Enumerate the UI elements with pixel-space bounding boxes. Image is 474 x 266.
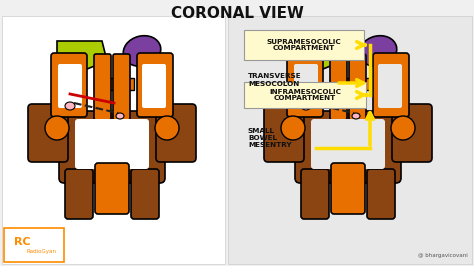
Text: CORONAL VIEW: CORONAL VIEW [171, 6, 303, 21]
FancyBboxPatch shape [330, 78, 370, 90]
Text: TRANSVERSE
MESOCOLON: TRANSVERSE MESOCOLON [248, 73, 301, 86]
Ellipse shape [116, 113, 124, 119]
FancyBboxPatch shape [58, 64, 82, 108]
Circle shape [391, 116, 415, 140]
FancyBboxPatch shape [264, 104, 304, 162]
Ellipse shape [359, 36, 397, 66]
FancyBboxPatch shape [367, 169, 395, 219]
Text: RC: RC [14, 237, 30, 247]
FancyBboxPatch shape [75, 119, 149, 169]
FancyBboxPatch shape [51, 53, 87, 117]
FancyBboxPatch shape [244, 30, 364, 60]
Circle shape [45, 116, 69, 140]
FancyBboxPatch shape [94, 54, 111, 120]
FancyBboxPatch shape [142, 64, 166, 108]
FancyBboxPatch shape [228, 16, 472, 264]
Polygon shape [57, 41, 107, 71]
FancyBboxPatch shape [94, 78, 134, 90]
Text: RadioGyan: RadioGyan [27, 250, 57, 255]
FancyBboxPatch shape [301, 169, 329, 219]
Circle shape [155, 116, 179, 140]
FancyBboxPatch shape [131, 169, 159, 219]
Text: SUPRAMESOCOLIC
COMPARTMENT: SUPRAMESOCOLIC COMPARTMENT [266, 39, 341, 52]
FancyBboxPatch shape [156, 104, 196, 162]
FancyBboxPatch shape [95, 163, 129, 214]
FancyBboxPatch shape [113, 54, 130, 120]
Ellipse shape [65, 102, 75, 110]
Circle shape [281, 116, 305, 140]
FancyBboxPatch shape [4, 228, 64, 262]
FancyBboxPatch shape [28, 104, 68, 162]
Ellipse shape [301, 102, 311, 110]
Ellipse shape [123, 36, 161, 66]
FancyBboxPatch shape [59, 111, 165, 183]
FancyBboxPatch shape [331, 163, 365, 214]
FancyBboxPatch shape [65, 169, 93, 219]
Text: @ bhargavicovani: @ bhargavicovani [418, 253, 468, 258]
Text: INFRAMESOCOLIC
COMPARTMENT: INFRAMESOCOLIC COMPARTMENT [269, 89, 341, 102]
FancyBboxPatch shape [330, 54, 347, 120]
FancyBboxPatch shape [295, 111, 401, 183]
FancyBboxPatch shape [294, 64, 318, 108]
FancyBboxPatch shape [137, 53, 173, 117]
FancyBboxPatch shape [287, 53, 323, 117]
FancyBboxPatch shape [378, 64, 402, 108]
FancyBboxPatch shape [244, 82, 366, 108]
FancyBboxPatch shape [373, 53, 409, 117]
FancyBboxPatch shape [349, 54, 366, 120]
Ellipse shape [352, 113, 360, 119]
FancyBboxPatch shape [311, 119, 385, 169]
FancyBboxPatch shape [2, 16, 225, 264]
Text: SMALL
BOWEL
MESENTRY: SMALL BOWEL MESENTRY [248, 128, 292, 148]
Polygon shape [293, 41, 343, 71]
FancyBboxPatch shape [392, 104, 432, 162]
